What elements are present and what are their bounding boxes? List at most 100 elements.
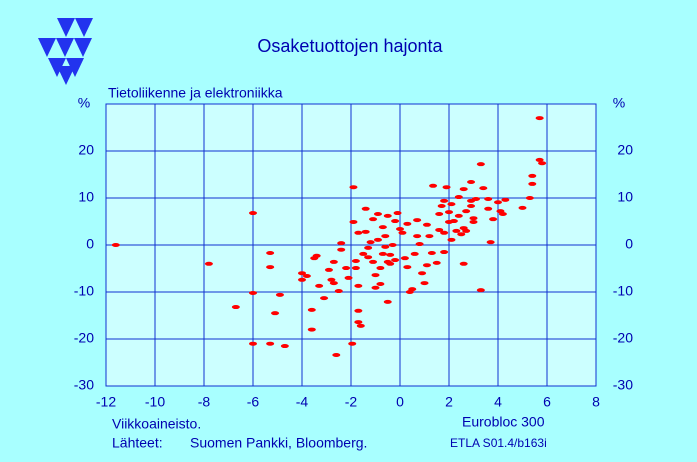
x-tick-label: -12	[96, 394, 116, 410]
point	[334, 289, 343, 294]
point	[275, 292, 284, 297]
point	[266, 265, 275, 270]
point	[528, 181, 537, 186]
point	[266, 341, 275, 346]
point	[452, 228, 461, 233]
point	[307, 307, 316, 312]
point	[231, 305, 240, 310]
point	[418, 271, 427, 276]
point	[378, 251, 387, 256]
point	[535, 116, 544, 121]
y-tick-label: 20	[78, 142, 94, 158]
point	[535, 157, 544, 162]
point	[462, 209, 471, 214]
point	[266, 250, 275, 255]
point	[471, 196, 480, 201]
point	[369, 217, 378, 222]
point	[354, 308, 363, 313]
point	[413, 234, 422, 239]
point	[376, 282, 385, 287]
y-axis-label: %	[78, 95, 90, 111]
point	[422, 222, 431, 227]
point	[351, 258, 360, 263]
point	[342, 266, 351, 271]
point	[391, 258, 400, 263]
point	[361, 229, 370, 234]
point	[307, 327, 316, 332]
point	[447, 202, 456, 207]
point	[528, 173, 537, 178]
point	[378, 225, 387, 230]
point	[356, 323, 365, 328]
point	[332, 352, 341, 357]
chart-title: Osaketuottojen hajonta	[257, 36, 443, 56]
plot-frame	[105, 103, 597, 387]
note: Viikkoaineisto.	[112, 416, 201, 432]
point	[432, 260, 441, 265]
point	[388, 243, 397, 247]
point	[469, 216, 478, 221]
point	[391, 219, 400, 224]
point	[489, 217, 498, 222]
logo	[38, 18, 93, 85]
point	[376, 266, 385, 271]
y-tick-label: -30	[74, 377, 94, 393]
point	[476, 288, 485, 293]
y-tick-label: -20	[74, 330, 94, 346]
point	[538, 161, 547, 166]
point	[427, 250, 436, 255]
point	[364, 245, 373, 250]
point	[249, 341, 257, 346]
x-tick-label: 2	[445, 394, 453, 410]
point	[501, 197, 510, 202]
point	[459, 261, 468, 266]
point	[351, 266, 360, 271]
point	[410, 251, 419, 256]
x-tick-label: -10	[145, 394, 165, 410]
point	[373, 211, 382, 216]
x-axis-label: Eurobloc 300	[462, 414, 545, 430]
point	[440, 230, 449, 235]
point	[398, 230, 407, 235]
x-tick-label: -8	[198, 394, 211, 410]
sources-label: Lähteet:	[112, 435, 163, 451]
point	[361, 206, 370, 211]
point	[315, 283, 324, 288]
point	[462, 228, 471, 233]
y-axis-label-right: %	[613, 95, 625, 111]
point	[415, 242, 424, 247]
point	[403, 221, 412, 226]
point	[349, 219, 358, 224]
x-tick-label: 0	[396, 394, 404, 410]
point	[494, 200, 502, 205]
point	[429, 183, 438, 188]
y-tick-label: -10	[74, 283, 94, 299]
point	[469, 219, 478, 224]
point	[298, 271, 306, 276]
point	[449, 219, 458, 224]
point	[298, 277, 306, 282]
point	[454, 195, 463, 200]
point	[383, 213, 392, 218]
point	[337, 247, 346, 252]
point	[442, 185, 451, 190]
point	[454, 213, 463, 218]
point	[329, 259, 338, 264]
point	[381, 244, 390, 249]
point	[359, 251, 368, 256]
point	[386, 252, 395, 257]
y-tick-label-right: -20	[613, 330, 633, 346]
point	[498, 211, 507, 216]
point	[445, 210, 453, 215]
point	[408, 287, 417, 292]
point	[422, 263, 431, 268]
point	[484, 206, 493, 211]
point	[327, 277, 336, 282]
point	[271, 311, 280, 316]
point	[354, 320, 363, 325]
point	[111, 243, 120, 247]
point	[484, 196, 493, 201]
point	[447, 237, 456, 242]
subtitle: Tietoliikenne ja elektroniikka	[108, 85, 283, 101]
